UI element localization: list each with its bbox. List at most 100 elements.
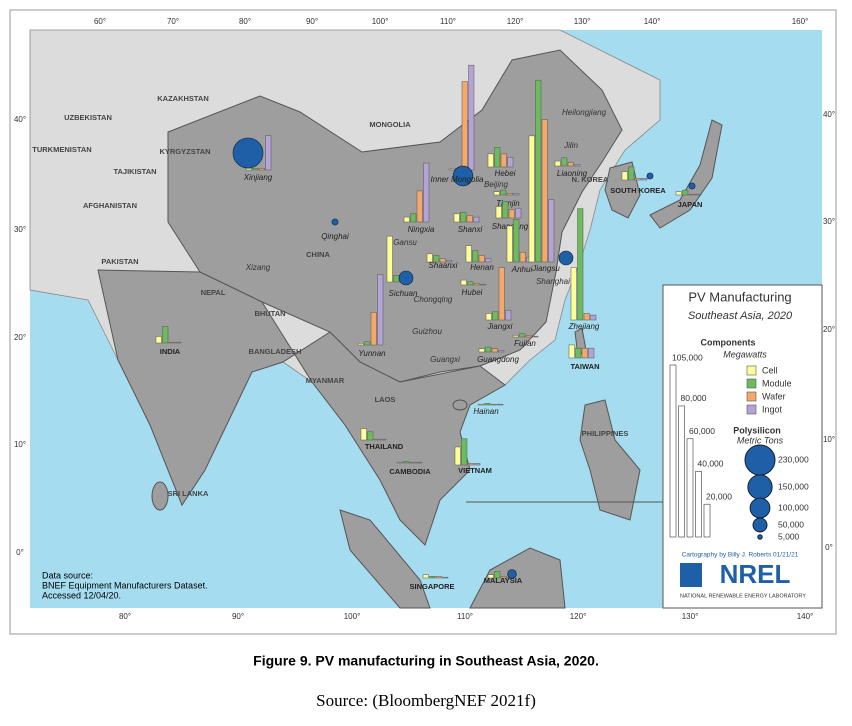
- component-bar: [500, 576, 507, 579]
- component-bar: [258, 168, 265, 171]
- place-label: BANGLADESH: [249, 347, 302, 356]
- region-label: Henan: [470, 263, 494, 272]
- region-label: Jiangxi: [487, 322, 513, 331]
- lat-label: 30°: [14, 225, 26, 234]
- land-japan: [649, 119, 723, 229]
- scale-bar: [695, 471, 702, 538]
- component-bar: [377, 274, 384, 346]
- scale-circle-label: 50,000: [778, 519, 804, 529]
- region-label: Hebei: [495, 169, 516, 178]
- component-bar: [487, 574, 494, 579]
- scale-circle: [744, 444, 776, 476]
- place-label: NEPAL: [201, 288, 226, 297]
- component-bar: [416, 461, 423, 464]
- component-bar: [535, 79, 542, 263]
- land-borneo: [469, 547, 566, 609]
- lat-label: 10°: [14, 440, 26, 449]
- place-label: PHILIPPINES: [582, 429, 629, 438]
- component-bar: [370, 311, 377, 346]
- region-label: Tianjin: [496, 199, 520, 208]
- component-bar: [403, 461, 410, 464]
- place-label: TURKMENISTAN: [32, 145, 91, 154]
- component-bar: [581, 347, 588, 359]
- place-label: SRI LANKA: [168, 489, 209, 498]
- legend-label: Wafer: [762, 391, 786, 401]
- place-label: UZBEKISTAN: [64, 113, 112, 122]
- component-bar: [168, 341, 175, 344]
- lat-label: 40°: [823, 110, 835, 119]
- logo: NREL: [720, 559, 791, 589]
- legend-subtitle: Southeast Asia, 2020: [688, 310, 793, 322]
- lon-label: 100°: [344, 612, 361, 621]
- place-label: AFGHANISTAN: [83, 201, 137, 210]
- lon-label: 120°: [507, 17, 524, 26]
- component-bar: [519, 251, 526, 263]
- component-bar: [574, 164, 581, 167]
- component-bar: [506, 225, 513, 263]
- component-bar: [367, 431, 374, 441]
- component-bar: [525, 335, 532, 338]
- legend-title: PV Manufacturing: [688, 289, 791, 304]
- polysilicon-circle: [452, 165, 474, 187]
- component-bar: [467, 463, 474, 466]
- component-bar: [360, 428, 367, 441]
- land-sri-lanka: [151, 481, 169, 511]
- place-label: KAZAKHSTAN: [157, 94, 209, 103]
- place-label: CHINA: [306, 250, 330, 259]
- polysilicon-circle: [331, 218, 339, 226]
- source: Source: (BloombergNEF 2021f): [316, 691, 536, 710]
- lat-label: 0°: [16, 548, 24, 557]
- component-bar: [386, 235, 393, 283]
- lon-label: 120°: [570, 612, 587, 621]
- legend-label: Module: [762, 378, 792, 388]
- scale-bar: [669, 364, 677, 538]
- place-label: MYANMAR: [306, 376, 345, 385]
- component-bar: [495, 206, 502, 219]
- scale-bar: [678, 405, 685, 538]
- component-bar: [506, 193, 513, 196]
- scale-bar: [686, 438, 694, 538]
- component-bar: [175, 341, 182, 344]
- component-bar: [442, 576, 449, 579]
- place-label: PAKISTAN: [101, 257, 138, 266]
- scale-circle: [752, 517, 768, 533]
- component-bar: [468, 64, 475, 171]
- component-bar: [675, 191, 682, 196]
- component-bar: [695, 193, 702, 196]
- region-label: Shanxi: [458, 225, 483, 234]
- place-label: Gansu: [393, 238, 417, 247]
- data-source: Data source:: [42, 570, 93, 580]
- place-label: LAOS: [375, 395, 396, 404]
- component-bar: [484, 403, 491, 406]
- place-label: TAJIKISTAN: [113, 167, 156, 176]
- legend-swatch: [746, 365, 757, 376]
- region-label: Sichuan: [389, 289, 418, 298]
- component-bar: [460, 211, 467, 223]
- scale-label: 20,000: [706, 491, 732, 501]
- component-bar: [396, 461, 403, 464]
- component-bar: [245, 168, 252, 171]
- component-bar: [590, 314, 597, 321]
- lon-label: 60°: [94, 17, 106, 26]
- place-label: MONGOLIA: [369, 120, 411, 129]
- component-bar: [410, 213, 417, 223]
- polysilicon-unit: Metric Tons: [737, 435, 784, 445]
- component-bar: [641, 178, 648, 181]
- region-label: INDIA: [160, 347, 181, 356]
- place-label: Beijing: [484, 180, 509, 189]
- component-bar: [478, 348, 485, 353]
- lon-label: 140°: [797, 612, 814, 621]
- scale-circle: [749, 497, 771, 519]
- region-label: JAPAN: [678, 200, 703, 209]
- region-label: Hainan: [473, 407, 499, 416]
- component-bar: [454, 446, 461, 466]
- legend-swatch: [746, 404, 757, 415]
- component-bar: [155, 336, 162, 344]
- data-source: BNEF Equipment Manufacturers Dataset.: [42, 580, 208, 590]
- scale-circle-label: 100,000: [778, 502, 809, 512]
- component-bar: [682, 189, 689, 196]
- polysilicon-circle: [688, 182, 696, 190]
- component-bar: [500, 189, 507, 196]
- component-bar: [426, 253, 433, 263]
- place-label: KYRGYZSTAN: [159, 147, 210, 156]
